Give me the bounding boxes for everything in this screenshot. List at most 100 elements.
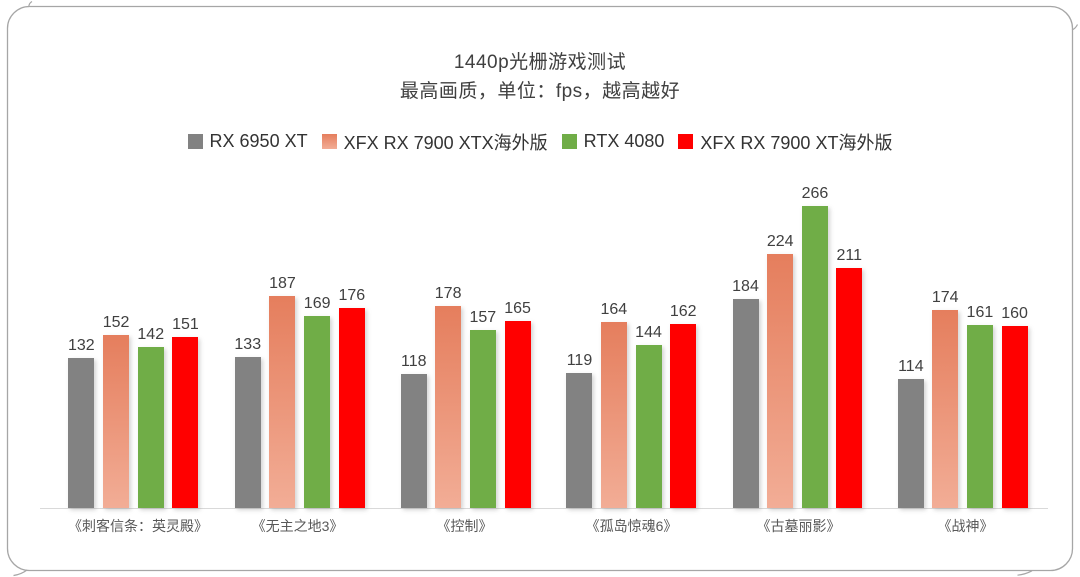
bar-rtx-4080 — [966, 324, 993, 508]
category-label-5: 《战神》 — [937, 517, 994, 534]
bar-column: 132 — [68, 336, 95, 508]
bar-xfx-rx-7900-xt海外版 — [504, 320, 531, 508]
bar-group-1: 133 187 169 176 — [234, 274, 366, 508]
bar-xfx-rx-7900-xt海外版 — [1001, 325, 1028, 508]
category-label-2: 《控制》 — [436, 517, 493, 534]
legend-label: RX 6950 XT — [209, 131, 308, 152]
bar-group-3: 119 164 144 162 — [566, 300, 697, 508]
bar-column: 142 — [137, 325, 165, 508]
category-label-4: 《古墓丽影》 — [756, 517, 841, 534]
chart-legend: RX 6950 XT XFX RX 7900 XTX海外版 RTX 4080 XFX … — [0, 129, 1080, 155]
bar-rtx-4080 — [304, 315, 331, 508]
bar-column: 144 — [635, 323, 662, 508]
bar-value-label: 144 — [635, 323, 662, 341]
bar-value-label: 176 — [338, 286, 366, 304]
bar-value-label: 164 — [600, 300, 628, 318]
chart-title: 1440p光栅游戏测试 — [453, 52, 627, 73]
bar-rx-6950-xt — [897, 378, 924, 508]
bar-chart: 132 152 142 151 133 187 169 176 118 178 157 165 119 1… — [40, 185, 1048, 535]
bar-value-label: 184 — [732, 277, 759, 295]
bar-xfx-rx-7900-xtx海外版 — [103, 334, 130, 508]
bar-xfx-rx-7900-xtx海外版 — [600, 321, 627, 508]
bar-value-label: 178 — [434, 284, 462, 302]
bar-rtx-4080 — [635, 344, 662, 508]
bar-rx-6950-xt — [400, 373, 427, 508]
bar-rx-6950-xt — [68, 357, 95, 508]
legend-swatch-icon — [561, 134, 577, 150]
bar-value-label: 152 — [102, 313, 130, 331]
chart-plot-area: 132 152 142 151 133 187 169 176 118 178 157 165 119 1… — [40, 185, 1048, 509]
bar-value-label: 211 — [836, 246, 863, 264]
bar-rx-6950-xt — [234, 356, 261, 508]
bar-xfx-rx-7900-xt海外版 — [670, 323, 697, 508]
bar-value-label: 151 — [172, 315, 199, 333]
bar-value-label: 157 — [469, 308, 497, 326]
bar-column: 178 — [434, 284, 462, 508]
bar-column: 184 — [732, 277, 759, 508]
bar-column: 157 — [469, 308, 497, 508]
bar-column: 176 — [338, 286, 366, 508]
bar-value-label: 132 — [68, 336, 95, 354]
bar-value-label: 142 — [137, 325, 165, 343]
bar-value-label: 187 — [269, 274, 296, 292]
bar-column: 224 — [766, 232, 794, 508]
category-label-1: 《无主之地3》 — [251, 517, 344, 534]
bar-value-label: 224 — [766, 232, 794, 250]
bar-column: 211 — [836, 246, 863, 508]
bar-value-label: 162 — [669, 302, 697, 320]
bar-xfx-rx-7900-xtx海外版 — [767, 253, 794, 508]
bar-rx-6950-xt — [732, 298, 759, 508]
legend-item-3: XFX RX 7900 XT海外版 — [678, 129, 892, 155]
bar-group-4: 184 224 266 211 — [732, 184, 863, 508]
bar-group-5: 114 174 161 160 — [897, 288, 1028, 508]
legend-item-1: XFX RX 7900 XTX海外版 — [321, 129, 548, 155]
bar-value-label: 165 — [504, 299, 531, 317]
bar-value-label: 133 — [234, 335, 262, 353]
bar-xfx-rx-7900-xt海外版 — [836, 267, 863, 508]
category-label-0: 《刺客信条：英灵殿》 — [68, 517, 208, 534]
bar-column: 151 — [172, 315, 199, 508]
legend-label: XFX RX 7900 XT海外版 — [700, 132, 893, 153]
bar-column: 169 — [303, 294, 331, 508]
bar-column: 165 — [504, 299, 531, 508]
bar-rtx-4080 — [469, 329, 496, 508]
bar-column: 187 — [269, 274, 296, 508]
bar-rtx-4080 — [137, 346, 164, 508]
legend-label: XFX RX 7900 XTX海外版 — [343, 132, 548, 153]
legend-label: RTX 4080 — [583, 131, 665, 152]
bar-value-label: 266 — [801, 184, 829, 202]
bar-xfx-rx-7900-xt海外版 — [172, 336, 199, 508]
bar-xfx-rx-7900-xtx海外版 — [932, 309, 959, 508]
bar-column: 164 — [600, 300, 628, 508]
bar-rx-6950-xt — [566, 372, 593, 508]
bar-value-label: 114 — [898, 357, 924, 375]
bar-xfx-rx-7900-xt海外版 — [338, 307, 365, 508]
bar-xfx-rx-7900-xtx海外版 — [269, 295, 296, 508]
bar-xfx-rx-7900-xtx海外版 — [435, 305, 462, 508]
bar-value-label: 161 — [966, 303, 994, 321]
bar-column: 174 — [931, 288, 959, 508]
bar-value-label: 174 — [931, 288, 959, 306]
bar-column: 114 — [897, 357, 924, 508]
legend-swatch-icon — [678, 134, 694, 150]
bar-column: 133 — [234, 335, 262, 508]
bar-value-label: 118 — [401, 352, 427, 370]
category-label-3: 《孤岛惊魂6》 — [585, 517, 678, 534]
bar-column: 118 — [400, 352, 427, 508]
bar-column: 160 — [1001, 304, 1028, 508]
chart-subtitle: 最高画质，单位：fps，越高越好 — [399, 81, 681, 103]
legend-item-0: RX 6950 XT — [187, 131, 308, 152]
chart-header: 1440p光栅游戏测试 最高画质，单位：fps，越高越好 — [0, 0, 1080, 107]
bar-value-label: 119 — [566, 351, 593, 369]
bar-column: 266 — [801, 184, 829, 508]
legend-item-2: RTX 4080 — [561, 131, 665, 152]
bar-value-label: 169 — [303, 294, 331, 312]
bar-column: 152 — [102, 313, 130, 508]
bar-value-label: 160 — [1001, 304, 1028, 322]
category-axis-labels: 《刺客信条：英灵殿》 《无主之地3》 《控制》 《孤岛惊魂6》 《古墓丽影》 《战神》 — [40, 518, 1048, 535]
legend-swatch-icon — [187, 134, 203, 150]
bar-column: 162 — [669, 302, 697, 508]
bar-column: 119 — [566, 351, 593, 508]
bar-rtx-4080 — [801, 205, 828, 508]
